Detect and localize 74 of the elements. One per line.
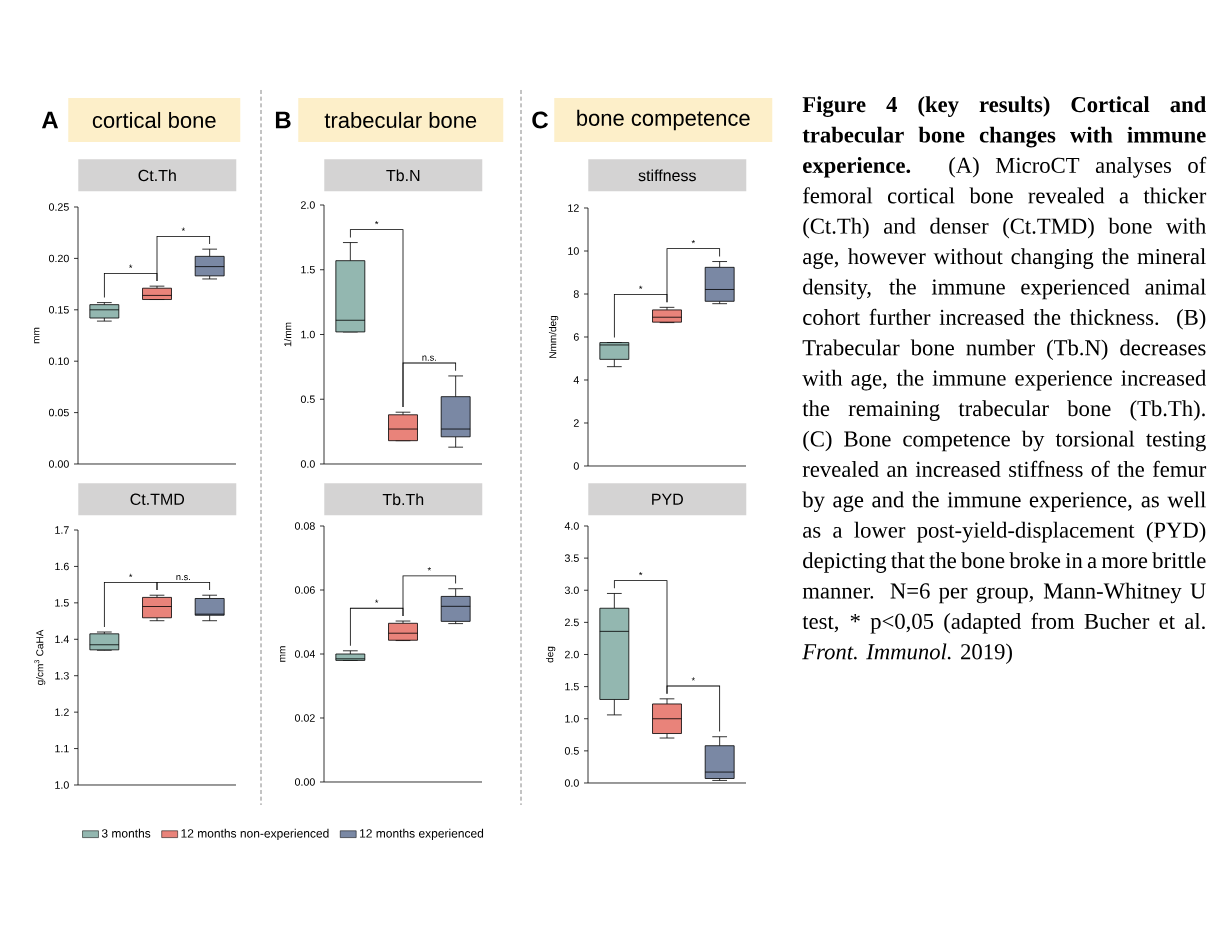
y-tick-label: 1.4 bbox=[55, 635, 69, 643]
legend-label: 3 months bbox=[101, 828, 151, 838]
legend-label: 12 months experienced bbox=[360, 828, 484, 841]
y-tick-label: 0.04 bbox=[294, 650, 315, 658]
y-tick-label: 4 bbox=[573, 376, 579, 384]
y-tick-label: 0.0 bbox=[564, 779, 579, 787]
chart-title: PYD bbox=[652, 493, 683, 505]
y-tick-label: 0.15 bbox=[48, 306, 69, 314]
y-tick-label: 0.08 bbox=[294, 522, 315, 530]
annotation: * bbox=[639, 571, 643, 576]
y-axis-title: g/cm$^{3}$ CaHA bbox=[34, 629, 46, 685]
y-tick-label: 3.5 bbox=[564, 554, 579, 562]
y-tick-label: 2.5 bbox=[565, 618, 579, 627]
y-tick-label: 2.0 bbox=[301, 201, 315, 209]
annotation: * bbox=[181, 227, 186, 231]
y-tick-label: 0.00 bbox=[48, 460, 69, 468]
y-tick-label: 0.00 bbox=[294, 778, 315, 786]
y-tick-label: 1.0 bbox=[55, 781, 69, 789]
legend-label: 12 months non-experienced bbox=[181, 828, 329, 841]
y-tick-label: 0.05 bbox=[48, 408, 69, 417]
y-tick-label: 1.3 bbox=[55, 671, 69, 680]
annotation: n.s. bbox=[176, 575, 190, 581]
text: C bbox=[532, 111, 549, 129]
annotation: * bbox=[691, 239, 696, 244]
y-tick-label: 1.1 bbox=[55, 744, 69, 753]
y-axis-title: deg bbox=[546, 646, 556, 663]
y-tick-label: 0.0 bbox=[300, 460, 315, 468]
y-tick-label: 2.0 bbox=[565, 650, 579, 659]
y-tick-label: 1.6 bbox=[55, 562, 69, 571]
y-tick-label: 1.0 bbox=[565, 714, 579, 723]
text: B bbox=[275, 111, 291, 129]
chart-subtitle: trabecular bone bbox=[324, 111, 477, 129]
y-tick-label: 0.02 bbox=[294, 714, 315, 722]
y-tick-label: 1.5 bbox=[565, 682, 579, 691]
y-tick-label: 1.5 bbox=[55, 599, 69, 607]
annotation: * bbox=[427, 567, 432, 571]
y-axis-title: mm bbox=[280, 646, 286, 662]
chart-title: Ct.TMD bbox=[130, 493, 185, 505]
y-axis-title: 1/mm bbox=[283, 322, 292, 347]
annotation: * bbox=[375, 220, 379, 225]
chart-title: Tb.Th bbox=[382, 493, 424, 506]
y-tick-label: 0 bbox=[573, 462, 579, 470]
annotation: * bbox=[129, 573, 133, 578]
text: A bbox=[41, 111, 59, 129]
y-tick-label: 0.5 bbox=[300, 395, 315, 404]
text: Figure 4 (key results) Cortical and trabecular bone changes with immune experience. (A) MicroCT analyses of femoral cortical bone revealed a thicker (Ct.Th) and denser (Ct.TMD) bone with age, however without changing the mineral density, the immune experienced animal cohort further increased the thickness. (B) Trabecular bone number (Tb.N) decreases with age, the immune experience increased the remaining trabecular bone (Tb.Th). (C) Bone competence by torsional testing revealed an increased stiffness of the femur by age and the immune experience, as well as a lower post-yield-displacement (PYD) depicting that the bone broke in a more brittle manner. N=6 per group, Mann-Whitney U test, * p<0,05 (adapted from Bucher et al. Front. Immunol. 2019) bbox=[802, 96, 1207, 665]
chart-subtitle: bone competence bbox=[577, 109, 750, 131]
chart-title: Ct.Th bbox=[138, 169, 176, 182]
chart-title: stiffness bbox=[638, 169, 696, 182]
y-tick-label: 6 bbox=[573, 333, 579, 341]
annotation: * bbox=[129, 264, 133, 268]
chart-subtitle: cortical bone bbox=[92, 111, 216, 129]
y-tick-label: 3.0 bbox=[564, 586, 579, 595]
y-tick-label: 1.2 bbox=[55, 708, 69, 716]
y-tick-label: 0.20 bbox=[48, 254, 69, 263]
y-tick-label: 0.25 bbox=[48, 203, 69, 211]
y-tick-label: 10 bbox=[568, 247, 579, 255]
y-tick-label: 8 bbox=[573, 290, 579, 298]
y-tick-label: 1.0 bbox=[301, 330, 315, 339]
y-tick-label: 1.7 bbox=[55, 526, 69, 534]
y-tick-label: 1.5 bbox=[301, 266, 315, 274]
annotation: * bbox=[375, 599, 379, 603]
y-axis-title: Nmm/deg bbox=[548, 315, 559, 358]
y-tick-label: 4.0 bbox=[564, 522, 579, 530]
y-tick-label: 2 bbox=[573, 419, 579, 427]
y-axis-title: mm bbox=[34, 327, 40, 344]
y-tick-label: 0.10 bbox=[48, 357, 69, 365]
chart-title: Tb.N bbox=[386, 169, 420, 182]
y-tick-label: 0.5 bbox=[564, 747, 579, 755]
annotation: * bbox=[639, 285, 643, 290]
y-tick-label: 0.06 bbox=[294, 586, 315, 594]
annotation: * bbox=[691, 677, 696, 681]
y-tick-label: 12 bbox=[568, 204, 579, 212]
annotation: n.s. bbox=[422, 355, 436, 361]
